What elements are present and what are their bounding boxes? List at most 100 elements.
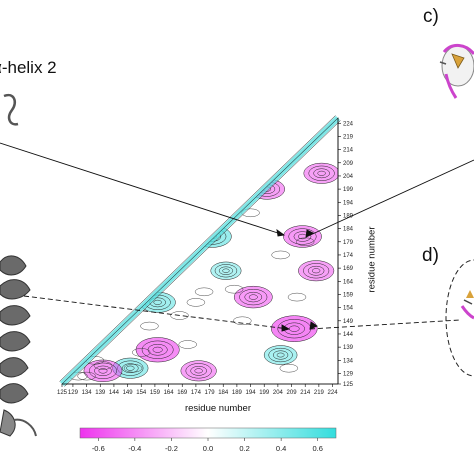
x-tick-label: 184 <box>218 390 229 396</box>
y-tick-label: 139 <box>343 345 354 351</box>
y-tick-label: 194 <box>343 200 354 206</box>
y-tick-label: 149 <box>343 319 354 325</box>
contour-line <box>233 316 252 326</box>
x-tick-label: 159 <box>150 390 161 396</box>
colorbar: -0.6 -0.4 -0.2 0.0 0.2 0.4 0.6 <box>79 427 337 453</box>
y-tick-label: 134 <box>343 358 354 364</box>
diagonal-contour <box>61 117 339 385</box>
contour-line <box>77 371 96 381</box>
x-tick-label: 129 <box>68 390 79 396</box>
contour-line <box>178 340 197 349</box>
contour-feature-13 <box>298 260 335 282</box>
x-tick-label: 169 <box>177 390 188 396</box>
callout-line-c <box>305 159 474 238</box>
contour-line <box>287 292 307 302</box>
x-tick-label: 219 <box>314 390 325 396</box>
y-tick-label: 204 <box>343 174 354 180</box>
helix-2-cartoon <box>3 93 19 126</box>
x-tick-label: 139 <box>95 390 106 396</box>
y-tick-label: 214 <box>343 148 354 154</box>
x-tick-label: 174 <box>191 390 202 396</box>
molecule-c-illustration <box>439 44 474 99</box>
y-tick-label: 174 <box>343 253 354 259</box>
arrowhead-1 <box>276 229 286 237</box>
contour-feature-12 <box>83 359 123 382</box>
protein-structure-left <box>0 255 37 437</box>
map-axes: 125 129 134 139 144 149 154 159 164 169 174 179 184 1… <box>57 118 354 396</box>
contour-feature-1 <box>283 225 322 248</box>
colorbar-tick-label: -0.6 <box>92 444 105 453</box>
panel-label-d: d) <box>422 245 439 266</box>
contour-feature-9 <box>303 162 338 184</box>
y-tick-label: 159 <box>343 292 354 298</box>
x-tick-label: 224 <box>328 390 339 396</box>
colorbar-tick-label: 0.2 <box>239 444 249 453</box>
y-tick-label: 199 <box>343 187 354 193</box>
contour-feature-4 <box>233 285 273 309</box>
panel-label-c: c) <box>423 6 439 27</box>
colorbar-tick-label: 0.0 <box>203 444 213 453</box>
contour-line <box>93 361 113 370</box>
diagonal-contour <box>59 115 336 382</box>
callout-lines <box>0 142 474 332</box>
contour-feature-6 <box>263 345 298 365</box>
x-tick-label: 179 <box>205 390 216 396</box>
contour-line <box>279 363 299 373</box>
x-tick-label: 154 <box>136 390 147 396</box>
y-tick-label: 169 <box>343 266 354 272</box>
contour-line <box>271 250 290 260</box>
y-tick-label: 179 <box>343 240 354 246</box>
molecule-d-illustration <box>445 259 474 377</box>
y-tick-label: 154 <box>343 306 354 312</box>
y-tick-label: 125 <box>343 382 354 388</box>
callout-line-left <box>23 295 290 330</box>
x-tick-label: 194 <box>246 390 257 396</box>
contour-line <box>295 237 315 247</box>
diagonal-contour <box>64 120 341 387</box>
y-tick-label: 219 <box>343 134 354 140</box>
contour-line <box>170 311 189 320</box>
x-tick-label: 144 <box>109 390 120 396</box>
x-tick-label: 214 <box>300 390 311 396</box>
y-tick-label: 184 <box>343 227 354 233</box>
y-tick-label: 129 <box>343 371 354 377</box>
contour-map <box>59 115 341 387</box>
y-tick-label: 144 <box>343 332 354 338</box>
contour-line <box>123 363 143 373</box>
arrowhead-2 <box>305 229 314 238</box>
contour-line <box>140 321 159 331</box>
x-tick-label: 149 <box>123 390 134 396</box>
y-tick-label: 224 <box>343 121 354 127</box>
contour-line <box>194 287 214 297</box>
colorbar-tick-label: 0.4 <box>276 444 286 453</box>
y-axis-label: residue number <box>366 226 378 293</box>
callout-line-helix <box>0 142 285 236</box>
arrowhead-3 <box>281 324 291 332</box>
y-tick-label: 164 <box>343 279 354 285</box>
x-tick-label: 189 <box>232 390 243 396</box>
contour-feature-7 <box>180 360 217 382</box>
x-tick-label: 164 <box>164 390 175 396</box>
helix-2-label: α-helix 2 <box>0 58 57 77</box>
x-tick-label: 204 <box>273 390 284 396</box>
x-tick-label: 125 <box>57 390 68 396</box>
callout-line-d <box>309 319 461 330</box>
x-tick-label: 199 <box>259 390 270 396</box>
colorbar-gradient <box>79 427 337 439</box>
contour-line <box>224 284 244 294</box>
arrowhead-4 <box>309 321 318 330</box>
x-axis-label: residue number <box>184 403 251 414</box>
colorbar-tick-label: -0.4 <box>128 444 141 453</box>
contour-feature-11 <box>210 261 242 280</box>
contour-line <box>186 298 206 307</box>
contour-feature-2 <box>271 315 318 342</box>
x-tick-label: 209 <box>287 390 298 396</box>
x-tick-label: 134 <box>82 390 93 396</box>
contour-feature-5 <box>135 337 180 363</box>
colorbar-tick-label: -0.2 <box>165 444 178 453</box>
y-tick-label: 189 <box>343 213 354 219</box>
colorbar-tick-label: 0.6 <box>312 444 322 453</box>
y-tick-label: 209 <box>343 161 354 167</box>
contour-line <box>132 348 151 357</box>
